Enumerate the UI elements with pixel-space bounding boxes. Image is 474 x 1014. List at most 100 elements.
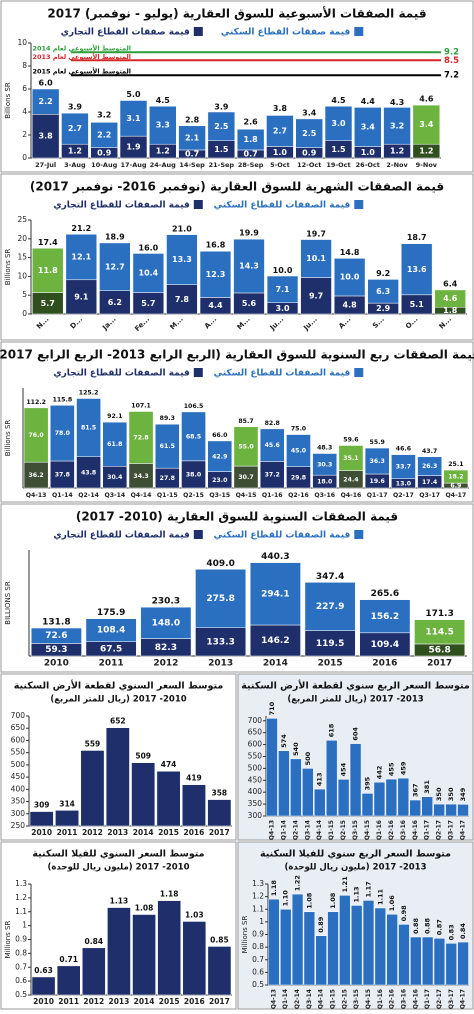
segment-label: 4.8 (343, 300, 358, 309)
chart-subtitle: (مليون ريال للوحدة) 2013- 2017 (285, 863, 427, 873)
reference-line-value: 9.2 (444, 48, 459, 58)
value-label: 349 (459, 787, 467, 801)
value-label: 474 (161, 760, 177, 769)
y-tick-label: 250 (11, 821, 26, 830)
segment-label: 1.5 (331, 145, 346, 154)
value-label: 0.83 (447, 924, 455, 940)
segment-label: 148.0 (152, 618, 180, 628)
y-tick-label: 650 (248, 728, 263, 737)
legend-swatch (193, 27, 203, 36)
segment-label: 5.1 (410, 300, 425, 309)
segment-label: 43.8 (81, 469, 96, 476)
bar-segment (166, 234, 198, 285)
y-tick-label: 700 (248, 716, 263, 725)
segment-label: 17.4 (422, 479, 438, 486)
segment-label: 81.5 (81, 425, 96, 432)
reference-line-name: المتوسط الأسبوعي لعام 2013 (32, 52, 131, 61)
y-tick-label: 0.6 (15, 976, 27, 985)
bar-segment (354, 107, 382, 147)
y-tick-label: 350 (11, 797, 26, 806)
value-label: 1.22 (294, 875, 302, 891)
bar (303, 911, 316, 986)
bar (268, 898, 280, 986)
segment-label: 1.9 (126, 143, 141, 152)
legend-label: قيمة الصفقات للقطاع التجاري (53, 531, 190, 541)
chart-subtitle: (ريال للمتر المربع) 2013- 2017 (287, 695, 423, 705)
bar-segment (259, 428, 285, 462)
segment-label: 294.1 (261, 589, 289, 599)
bar-segment (412, 104, 441, 145)
y-tick-label: 25 (17, 215, 27, 224)
total-label: 75.0 (291, 425, 307, 432)
y-tick-label: 0.6 (252, 967, 264, 976)
value-label: 314 (59, 799, 75, 808)
bar-segment (324, 106, 353, 141)
x-tick-label: 2012 (83, 997, 104, 1006)
legend-swatch (193, 200, 203, 209)
segment-label: 38.0 (186, 471, 202, 478)
legend-label: قيمة الصفقات للقطاع التجاري (53, 201, 190, 211)
y-tick-label: 0.9 (252, 930, 264, 939)
total-label: 14.8 (340, 248, 360, 257)
bar-segment (249, 562, 301, 626)
bar (132, 914, 156, 996)
segment-label: 0.7 (244, 149, 258, 158)
legend-swatch (193, 368, 203, 377)
y-tick-label: 0 (22, 309, 27, 318)
bar-segment (32, 247, 64, 293)
value-label: 395 (364, 776, 372, 790)
bar-segment (333, 258, 366, 297)
x-tick-label: Q2-16 (388, 820, 395, 840)
segment-label: 2.2 (97, 131, 111, 140)
bar (421, 936, 434, 986)
segment-label: 3.0 (275, 304, 290, 313)
segment-label: 23.0 (212, 477, 228, 484)
total-label: 3.9 (214, 103, 229, 112)
bar (325, 740, 338, 817)
y-axis-label: Millions SR (241, 916, 249, 954)
bar-segment (443, 469, 469, 484)
y-tick-label: 5 (22, 290, 27, 299)
y-tick-label: 1.1 (252, 904, 264, 913)
segment-label: 34.3 (133, 473, 148, 480)
bar (302, 768, 314, 817)
y-tick-label: 2 (22, 130, 27, 139)
x-tick-label: Q1-15 (330, 989, 337, 1009)
legend-swatch (354, 530, 364, 539)
segment-label: 2.1 (185, 133, 200, 142)
bar (386, 914, 398, 986)
segment-label: 10.4 (139, 269, 159, 278)
y-tick-label: 450 (248, 775, 263, 784)
segment-label: 30.4 (107, 474, 123, 481)
y-tick-label: 8 (22, 61, 27, 70)
segment-label: 275.8 (206, 594, 234, 604)
value-label: 540 (292, 742, 300, 756)
total-label: 48.3 (317, 445, 332, 452)
total-label: 131.8 (42, 618, 70, 628)
value-label: 0.84 (85, 937, 104, 946)
x-tick-label: Q3-15 (209, 492, 230, 499)
segment-label: 1.8 (244, 135, 259, 144)
total-label: 265.6 (371, 589, 399, 599)
y-tick-label: 0.8 (15, 948, 27, 957)
y-tick-label: 0.5 (252, 980, 264, 989)
x-tick-label: 2014 (133, 828, 154, 837)
segment-label: 6.2 (108, 298, 122, 307)
total-label: 230.3 (152, 597, 180, 607)
value-label: 0.87 (435, 919, 443, 935)
total-label: 3.8 (273, 104, 288, 113)
y-tick-label: 10 (17, 38, 27, 47)
y-tick-label: 400 (11, 784, 26, 793)
bar-segment (149, 106, 177, 145)
x-tick-label: Q2-15 (340, 820, 347, 840)
total-label: 4.4 (361, 97, 376, 106)
segment-label: 55.0 (238, 443, 254, 450)
value-label: 0.71 (59, 955, 78, 964)
y-tick-label: 500 (11, 760, 26, 769)
legend-label: قيمة صفقات القطاع التجاري (61, 28, 190, 38)
y-tick-label: 1.3 (15, 879, 27, 888)
total-label: 21.0 (172, 225, 192, 234)
y-tick-label: 350 (248, 799, 263, 808)
chart-title: متوسط السعر الربع سنوي للفيلا السكنية (260, 849, 451, 860)
x-tick-label: Q2-17 (436, 820, 443, 840)
